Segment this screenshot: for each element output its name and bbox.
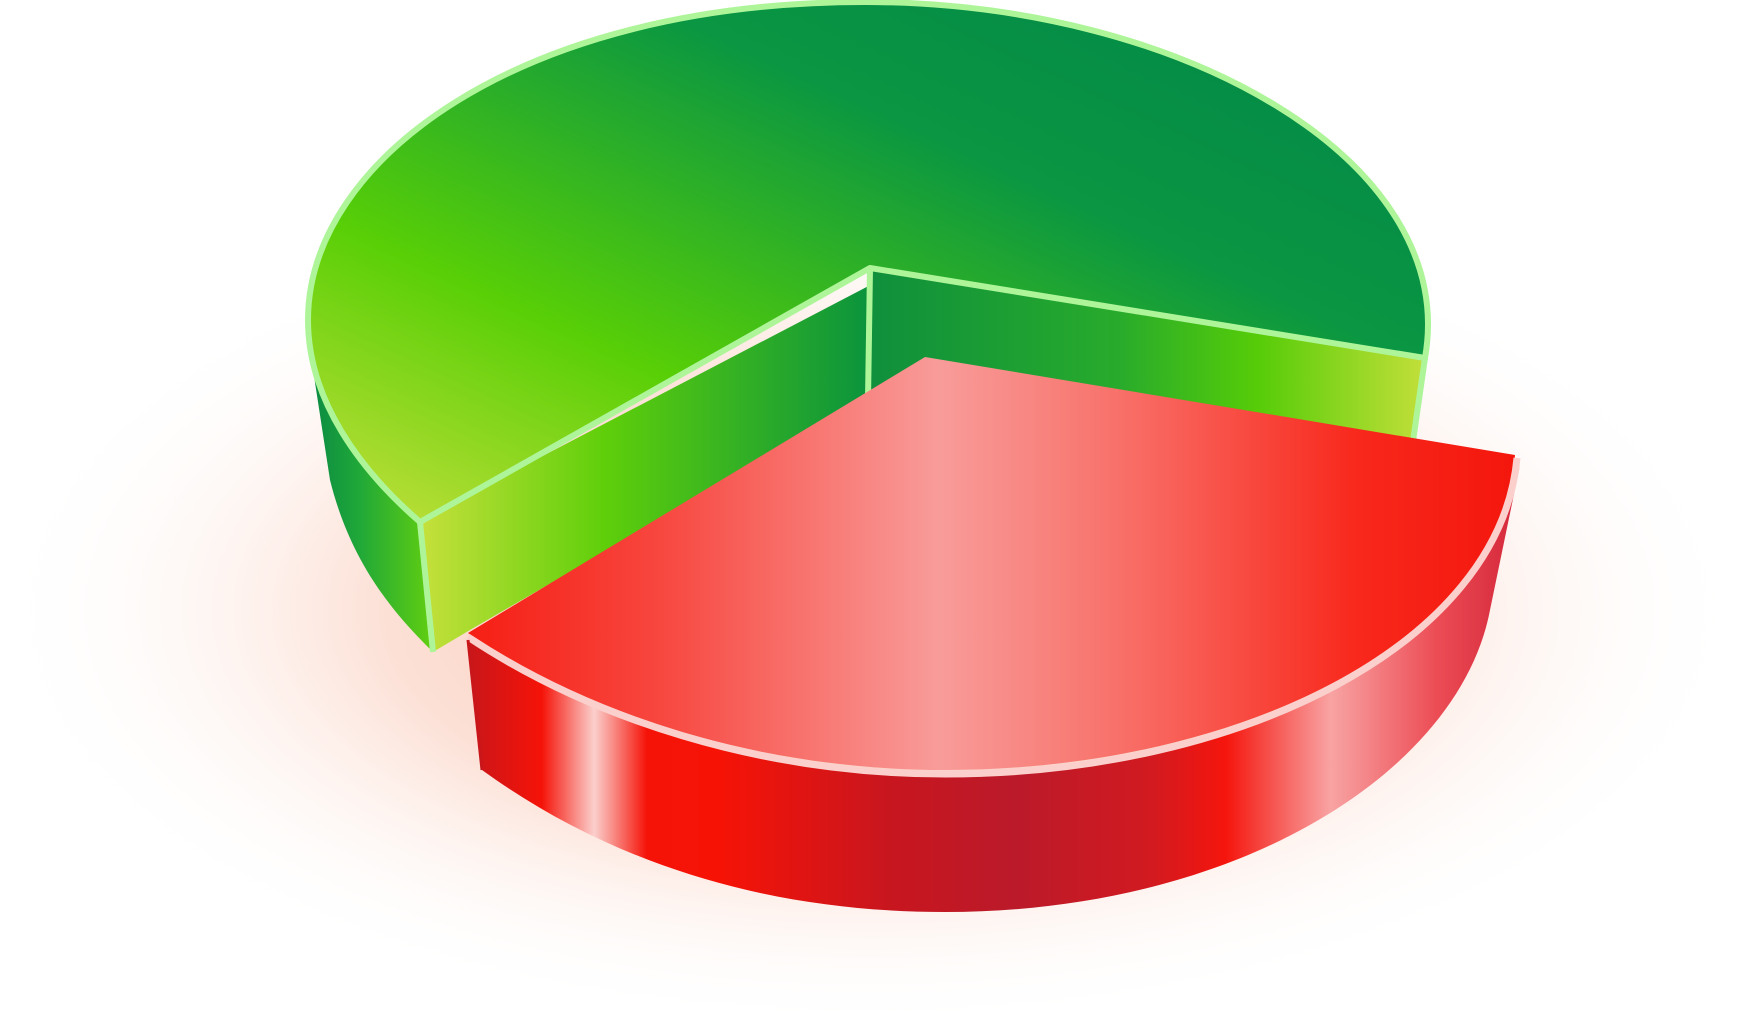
pie-slice-1-edge-left xyxy=(466,639,484,771)
pie-slice-0-side xyxy=(310,350,433,652)
pie-slice-1-side xyxy=(468,465,1520,912)
pie-slice-1-rim xyxy=(466,457,1521,778)
pie-slice-0-edge-left xyxy=(417,521,436,653)
pie-slice-1-top xyxy=(468,357,1515,770)
pie-slice-0-top xyxy=(305,0,1431,525)
pie-slice-0-edge-right xyxy=(1409,357,1428,449)
pie-slice-0-edge-center xyxy=(865,267,873,401)
pie-slice-0-cut-left xyxy=(420,280,880,652)
